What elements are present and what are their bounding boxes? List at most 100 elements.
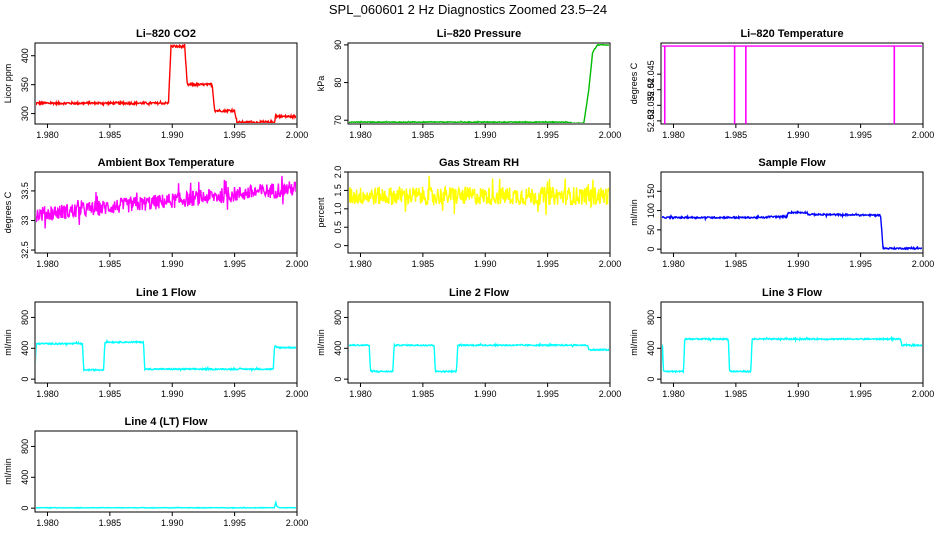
x-tick-label: 1.985 xyxy=(99,259,122,269)
series-line xyxy=(36,44,296,123)
x-tick-label: 1.980 xyxy=(36,130,59,140)
chart-panel-4: Ambient Box Temperature 1.980 1.985 1.990 1.… xyxy=(3,157,308,269)
x-tick-label: 1.980 xyxy=(662,389,685,399)
y-tick-label: 70 xyxy=(333,115,343,125)
y-tick-label: 50 xyxy=(646,225,656,235)
plot-frame xyxy=(34,42,298,125)
x-tick-label: 1.980 xyxy=(36,518,59,528)
y-tick-label: 90 xyxy=(333,40,343,50)
chart-title: Li–820 Temperature xyxy=(740,28,843,40)
y-axis-label: ml/min xyxy=(316,329,326,356)
x-tick-label: 1.995 xyxy=(536,259,559,269)
plot-frame xyxy=(660,301,924,384)
y-tick-label: 150 xyxy=(646,184,656,199)
series-line xyxy=(349,341,609,374)
y-tick-label: 52.045 xyxy=(646,60,656,88)
y-tick-label: 0 xyxy=(20,377,30,382)
x-tick-label: 1.980 xyxy=(36,259,59,269)
y-tick-label: 400 xyxy=(646,341,656,356)
figure-title: SPL_060601 2 Hz Diagnostics Zoomed 23.5–… xyxy=(329,2,607,17)
y-tick-label: 100 xyxy=(646,203,656,218)
x-tick-label: 1.990 xyxy=(787,130,810,140)
x-tick-label: 1.980 xyxy=(662,130,685,140)
chart-title: Line 4 (LT) Flow xyxy=(125,416,208,428)
chart-title: Gas Stream RH xyxy=(439,157,519,169)
chart-title: Li–820 Pressure xyxy=(437,28,521,40)
x-tick-label: 1.995 xyxy=(223,259,246,269)
y-tick-label: 400 xyxy=(20,470,30,485)
plot-frame xyxy=(347,301,611,384)
x-tick-label: 2.000 xyxy=(912,130,935,140)
x-tick-label: 1.985 xyxy=(412,259,435,269)
y-tick-label: 800 xyxy=(20,439,30,454)
series-line xyxy=(36,499,296,510)
x-tick-label: 1.995 xyxy=(849,259,872,269)
plot-frame xyxy=(34,301,298,384)
x-tick-label: 1.985 xyxy=(725,259,748,269)
chart-panel-6: Sample Flow 1.980 1.985 1.990 1.995 2.000 0 50 1… xyxy=(629,157,934,269)
x-tick-label: 1.990 xyxy=(161,259,184,269)
x-tick-label: 2.000 xyxy=(286,130,309,140)
y-tick-label: 0 xyxy=(20,506,30,511)
x-tick-label: 1.995 xyxy=(223,518,246,528)
x-tick-label: 1.985 xyxy=(99,389,122,399)
plot-frame xyxy=(660,171,924,254)
y-tick-label: 800 xyxy=(333,310,343,325)
y-axis-label: kPa xyxy=(316,76,326,92)
y-axis-label: ml/min xyxy=(3,458,13,485)
x-tick-label: 1.990 xyxy=(161,130,184,140)
x-tick-label: 1.990 xyxy=(474,389,497,399)
x-tick-label: 1.980 xyxy=(349,259,372,269)
chart-title: Li–820 CO2 xyxy=(136,28,196,40)
x-tick-label: 1.990 xyxy=(474,130,497,140)
chart-title: Ambient Box Temperature xyxy=(98,157,235,169)
x-tick-label: 1.985 xyxy=(99,518,122,528)
chart-title: Line 3 Flow xyxy=(762,287,822,299)
y-tick-label: 52.035 xyxy=(646,92,656,120)
x-tick-label: 1.990 xyxy=(161,389,184,399)
chart-panel-7: Line 1 Flow 1.980 1.985 1.990 1.995 2.000 0 400… xyxy=(3,287,308,399)
y-axis-label: Licor ppm xyxy=(3,64,13,104)
x-tick-label: 1.995 xyxy=(849,130,872,140)
y-tick-label: 80 xyxy=(333,78,343,88)
x-tick-label: 1.990 xyxy=(787,259,810,269)
chart-title: Sample Flow xyxy=(758,157,826,169)
y-tick-label: 1.5 xyxy=(333,184,343,197)
series-line xyxy=(36,175,296,229)
y-tick-label: 300 xyxy=(20,106,30,121)
y-tick-label: 400 xyxy=(20,341,30,356)
chart-panel-1: Li–820 CO2 1.980 1.985 1.990 1.995 2.000 300 35… xyxy=(3,28,308,140)
x-tick-label: 1.990 xyxy=(161,518,184,528)
y-axis-label: degrees C xyxy=(3,191,13,233)
x-tick-label: 1.990 xyxy=(474,259,497,269)
x-tick-label: 1.980 xyxy=(36,389,59,399)
y-axis-label: ml/min xyxy=(3,329,13,356)
y-tick-label: 1.0 xyxy=(333,203,343,216)
y-tick-label: 800 xyxy=(646,310,656,325)
x-tick-label: 1.995 xyxy=(536,389,559,399)
x-tick-label: 1.985 xyxy=(412,389,435,399)
chart-title: Line 2 Flow xyxy=(449,287,509,299)
x-tick-label: 2.000 xyxy=(286,259,309,269)
x-tick-label: 1.985 xyxy=(725,389,748,399)
y-tick-label: 33.5 xyxy=(20,182,30,200)
y-tick-label: 0 xyxy=(646,377,656,382)
plot-frame xyxy=(347,171,611,254)
x-tick-label: 1.995 xyxy=(849,389,872,399)
chart-title: Line 1 Flow xyxy=(136,287,196,299)
chart-panel-3: Li–820 Temperature 1.980 1.985 1.990 1.995 2.… xyxy=(629,28,934,140)
y-tick-label: 0 xyxy=(646,247,656,252)
y-axis-label: percent xyxy=(316,197,326,228)
y-tick-label: 32.5 xyxy=(20,241,30,259)
chart-panel-2: Li–820 Pressure 1.980 1.985 1.990 1.995 2.000… xyxy=(316,28,621,140)
x-tick-label: 2.000 xyxy=(912,259,935,269)
x-tick-label: 2.000 xyxy=(599,259,622,269)
series-line xyxy=(662,209,922,251)
y-tick-label: 52.04 xyxy=(646,78,656,101)
x-tick-label: 2.000 xyxy=(599,130,622,140)
x-tick-label: 2.000 xyxy=(912,389,935,399)
series-line xyxy=(662,335,922,374)
y-axis-label: degrees C xyxy=(629,62,639,104)
plot-frame xyxy=(347,42,611,125)
